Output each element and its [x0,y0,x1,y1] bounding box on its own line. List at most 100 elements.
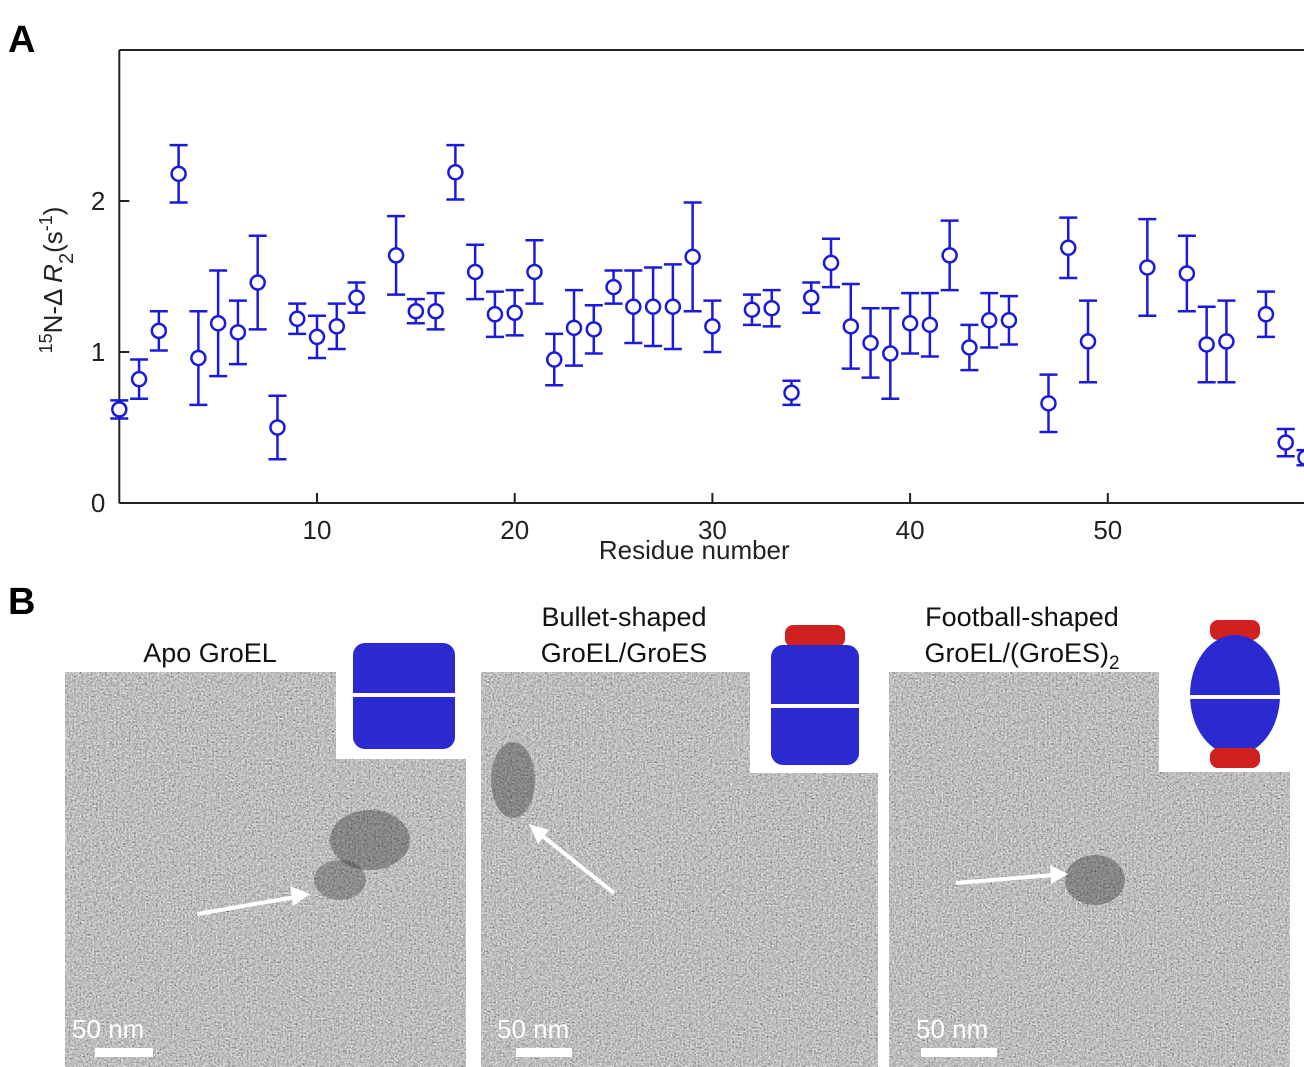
data-point [625,298,642,315]
data-point [882,345,899,362]
structure-cap [1210,620,1260,640]
title-text: GroEL/(GroES) [924,638,1109,668]
title-subscript: 2 [1109,653,1120,674]
data-point [387,247,405,264]
micrograph-title: Apo GroEL [143,638,277,668]
arrow-head [529,824,549,844]
panel-label: A [8,19,35,61]
data-point [664,298,682,315]
data-point [1060,239,1077,257]
data-point [684,248,701,266]
data-point [1079,333,1097,350]
data-point [1257,306,1275,323]
particle [1065,855,1125,905]
arrow [538,832,616,895]
data-point [466,263,484,281]
arrow [955,873,1054,885]
arrow-head [1050,865,1068,884]
data-point [1198,336,1215,353]
panel-label: B [8,581,35,623]
data-point [921,316,939,334]
points [110,143,1304,467]
micrograph-title: Football-shaped [925,602,1119,632]
particle [314,860,366,900]
y-tick-label: 0 [91,488,105,518]
data-point [644,298,662,315]
data-point [348,289,365,306]
data-point [170,165,187,183]
data-point [585,321,603,338]
data-point [209,315,227,332]
micrograph [481,620,882,1067]
data-point [526,263,543,281]
data-point [1178,265,1196,282]
data-point [862,334,879,352]
scale-label: 50 nm [916,1014,988,1044]
y-label-part: N-Δ [38,283,68,334]
data-point [822,254,840,272]
scale-bar [516,1048,572,1057]
data-point [328,318,346,335]
data-point [901,315,919,332]
data-point [704,318,721,335]
data-point [130,370,148,388]
data-point [941,247,958,264]
y-label-part: R [38,264,68,283]
data-point [427,302,444,320]
scale-bar [921,1048,997,1057]
data-point [763,299,780,317]
data-point [486,306,504,323]
structure-cap [1210,748,1260,768]
x-tick-label: 40 [896,515,925,545]
y-label-part: (s [38,231,68,253]
y-axis-label: 15N-Δ R2(s-1) [36,207,78,354]
x-tick-label: 30 [698,515,727,545]
data-point [1139,259,1156,276]
y-tick-label: 1 [91,337,105,367]
scale-label: 50 nm [72,1014,144,1044]
x-tick-label: 50 [1093,515,1122,545]
data-point [842,318,860,335]
micrograph [889,608,1304,1067]
micrograph-title: Bullet-shaped [541,602,706,632]
data-point [545,351,563,368]
data-point [407,302,425,320]
micrograph-title: GroEL/GroES [541,638,708,668]
scale-label: 50 nm [497,1014,569,1044]
data-point [111,401,128,418]
particle [491,742,535,818]
data-point [1000,312,1018,329]
y-label-part: 15 [36,333,56,353]
data-point [308,328,326,346]
data-point [743,301,761,318]
y-label-part: 2 [56,253,78,264]
x-tick-label: 10 [303,515,332,545]
x-tick-label: 20 [500,515,529,545]
data-point [249,274,266,291]
data-point [1040,395,1057,412]
micrograph-title: GroEL/(GroES)2 [924,638,1119,674]
arrow [196,895,297,916]
data-point [190,349,207,367]
data-point [980,312,998,329]
data-point [1277,434,1294,451]
arrow-head [290,886,310,906]
y-tick-label: 2 [91,186,105,216]
data-point [506,304,523,321]
data-point [229,324,247,341]
structure-cap [785,625,845,647]
data-point [565,319,583,337]
data-point [803,289,820,306]
data-point [1218,333,1235,350]
data-point [150,322,168,340]
y-label-part: ) [38,207,68,216]
y-label-part: -1 [36,215,56,231]
micrograph [65,633,470,1067]
data-point [783,384,800,402]
data-point [605,278,622,296]
data-point [288,310,306,328]
particle [330,810,410,870]
data-point [269,419,286,436]
